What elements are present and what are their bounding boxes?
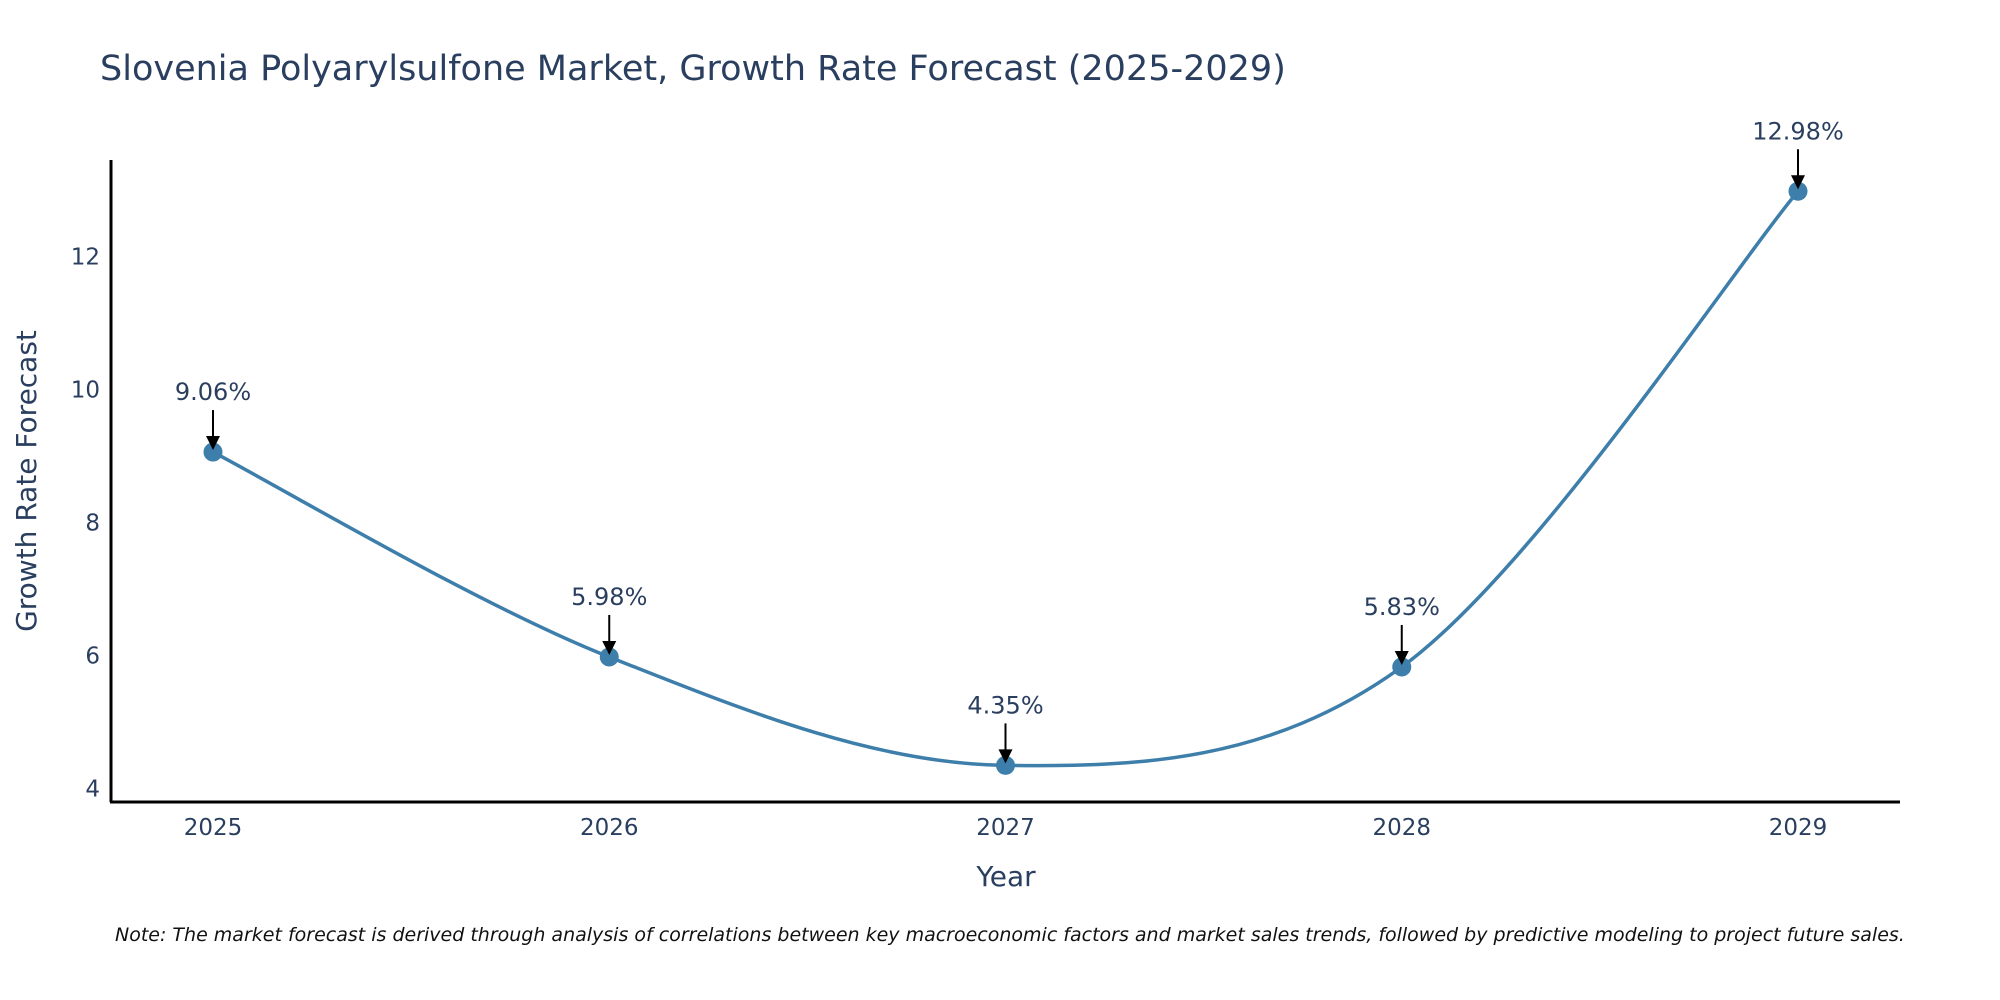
annotation-arrow-head	[602, 640, 617, 655]
y-tick-label: 12	[71, 244, 100, 270]
data-point	[1392, 657, 1412, 677]
y-tick-labels: 4 6 8 10 12	[71, 244, 100, 802]
x-tick-labels: 2025 2026 2027 2028 2029	[184, 815, 1828, 841]
data-point	[1788, 181, 1808, 201]
x-tick-label: 2027	[976, 815, 1035, 841]
x-tick-label: 2025	[184, 815, 243, 841]
data-label: 9.06%	[175, 378, 251, 406]
chart-title: Slovenia Polyarylsulfone Market, Growth …	[100, 49, 1286, 89]
data-point	[203, 442, 223, 462]
axes	[109, 160, 1900, 804]
annotation-arrow-head	[998, 749, 1013, 764]
y-tick-label: 8	[85, 511, 100, 537]
x-tick-label: 2026	[580, 815, 639, 841]
annotation-arrow-head	[206, 436, 220, 451]
y-tick-label: 6	[85, 644, 100, 670]
annotation-arrow-head	[1394, 650, 1409, 665]
annotation-arrow-head	[1791, 175, 1805, 190]
data-label: 5.83%	[1364, 593, 1440, 621]
data-point	[996, 755, 1015, 775]
data-label: 12.98%	[1752, 117, 1844, 145]
y-tick-label: 10	[71, 378, 100, 404]
series-markers	[203, 181, 1808, 775]
y-axis-title: Growth Rate Forecast	[10, 330, 43, 632]
data-label: 4.35%	[967, 691, 1043, 719]
data-label-annotations: 9.06% 5.98% 4.35% 5.83% 12.98%	[175, 117, 1844, 764]
x-tick-label: 2028	[1372, 815, 1431, 841]
x-axis-title: Year	[975, 860, 1036, 893]
footnote: Note: The market forecast is derived thr…	[115, 924, 1905, 946]
y-tick-label: 4	[85, 777, 100, 803]
x-tick-label: 2029	[1769, 815, 1828, 841]
series-line	[212, 190, 1800, 768]
data-label: 5.98%	[571, 583, 647, 611]
data-point	[599, 647, 619, 667]
